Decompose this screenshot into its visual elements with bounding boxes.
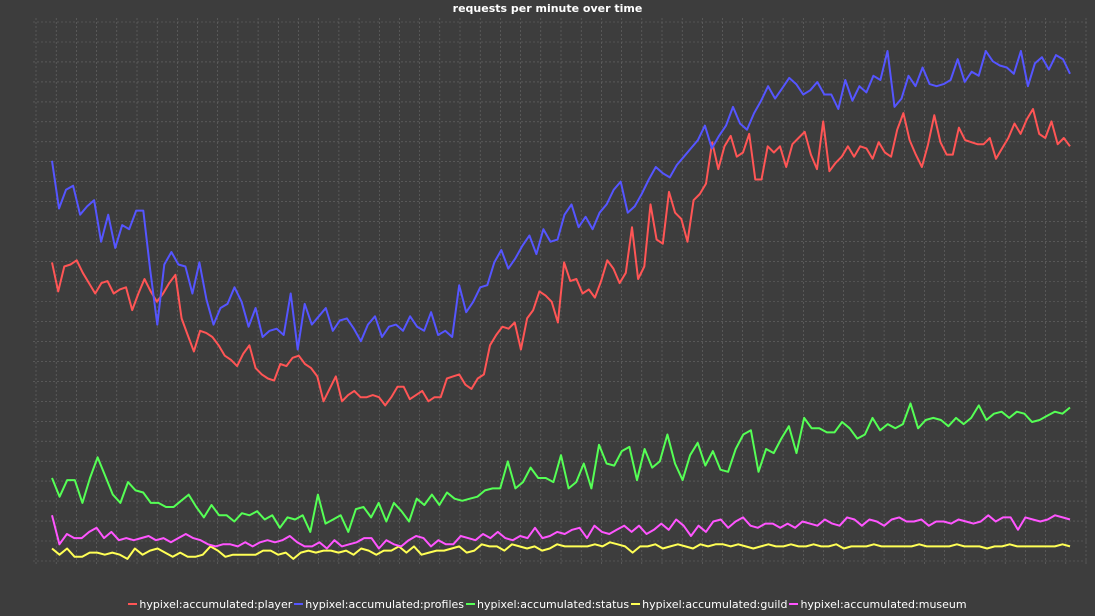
legend-label: hypixel:accumulated:guild (642, 598, 788, 611)
series-line-status (51, 402, 1071, 533)
legend-label: hypixel:accumulated:player (139, 598, 293, 611)
legend-label: hypixel:accumulated:museum (800, 598, 967, 611)
legend-label: hypixel:accumulated:status (477, 598, 630, 611)
series-layer (51, 50, 1071, 560)
legend-label: hypixel:accumulated:profiles (305, 598, 465, 611)
legend: hypixel:accumulated:player hypixel:accumu… (0, 598, 1095, 611)
series-line-museum (51, 514, 1071, 550)
series-line-guild (51, 541, 1071, 560)
legend-swatch (789, 603, 799, 605)
legend-swatch (631, 603, 641, 605)
chart-title: requests per minute over time (452, 2, 643, 15)
legend-item-museum[interactable]: hypixel:accumulated:museum (789, 598, 967, 611)
legend-item-player[interactable]: hypixel:accumulated:player (128, 598, 292, 611)
legend-swatch (294, 603, 304, 605)
legend-item-status[interactable]: hypixel:accumulated:status (466, 598, 629, 611)
legend-swatch (466, 603, 476, 605)
legend-item-profiles[interactable]: hypixel:accumulated:profiles (294, 598, 464, 611)
grid-layer (33, 18, 1089, 565)
series-line-profiles (51, 50, 1071, 351)
legend-item-guild[interactable]: hypixel:accumulated:guild (631, 598, 787, 611)
legend-swatch (128, 603, 138, 605)
series-line-player (51, 108, 1071, 407)
